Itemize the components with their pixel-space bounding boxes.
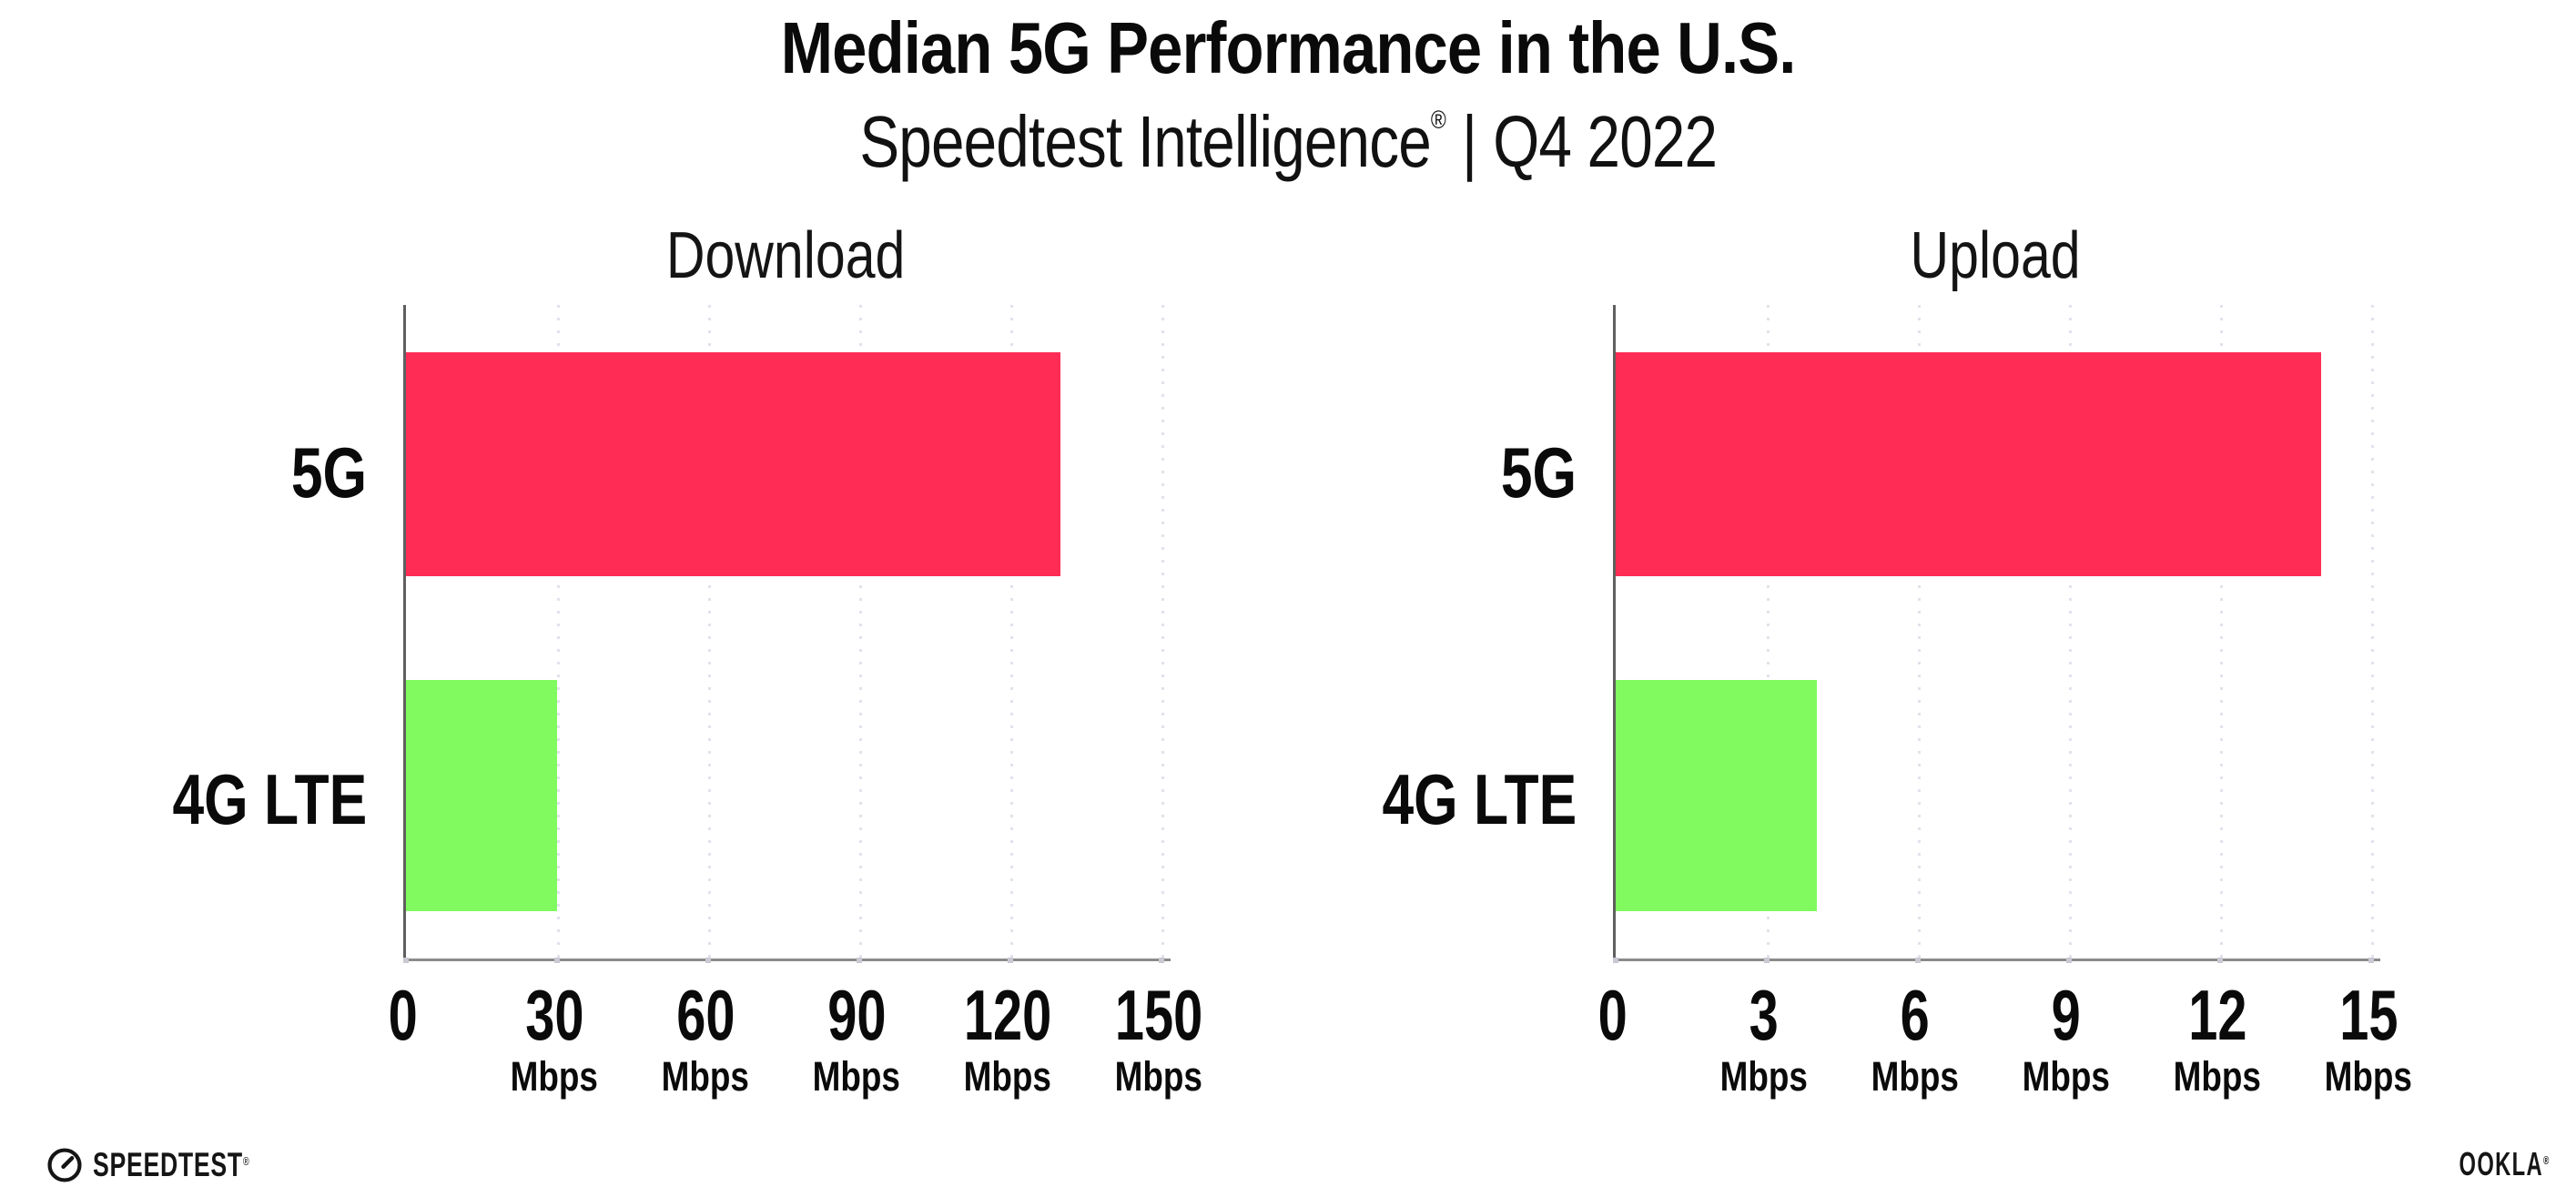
x-tick-label: 120	[963, 975, 1052, 1055]
x-tick-label: 3	[1749, 975, 1780, 1055]
axis-tick-dot	[705, 958, 711, 963]
gridline	[2220, 305, 2223, 959]
gridline	[1918, 305, 1921, 959]
ookla-wordmark: OOKLA®	[2459, 1145, 2551, 1182]
category-label-4g-lte-download: 4G LTE	[172, 759, 367, 839]
x-tick-label: 12	[2187, 975, 2247, 1055]
x-tick-unit-label: Mbps	[2173, 1053, 2262, 1100]
speedtest-registered-mark-icon: ®	[242, 1154, 249, 1168]
x-tick-label: 0	[1597, 975, 1628, 1055]
x-tick-unit-label: Mbps	[2324, 1053, 2413, 1100]
subtitle-period: Q4 2022	[1492, 101, 1718, 182]
x-tick-label: 90	[827, 975, 887, 1055]
page-title: Median 5G Performance in the U.S.	[0, 12, 2576, 85]
x-tick-label: 6	[1900, 975, 1931, 1055]
gridline	[708, 305, 711, 959]
x-tick-unit-label: Mbps	[1719, 1053, 1809, 1100]
speedtest-gauge-icon	[47, 1148, 82, 1182]
axis-tick-dot	[1008, 958, 1013, 963]
x-tick-label: 60	[675, 975, 735, 1055]
speedtest-logo: SPEEDTEST®	[46, 1140, 310, 1191]
gridline	[557, 305, 560, 959]
x-tick-label: 15	[2338, 975, 2399, 1055]
category-label-5g-download: 5G	[290, 432, 367, 512]
registered-mark-icon: ®	[1430, 106, 1446, 134]
gridline	[2069, 305, 2072, 959]
axis-tick-dot	[1159, 958, 1164, 963]
axis-tick-dot	[857, 958, 862, 963]
download-plot-area	[403, 305, 1171, 963]
upload-plot-area	[1613, 305, 2380, 963]
x-tick-unit-label: Mbps	[510, 1053, 599, 1100]
axis-tick-dot	[2368, 958, 2374, 963]
gridline	[859, 305, 862, 959]
x-tick-unit-label: Mbps	[1114, 1053, 1203, 1100]
axis-tick-dot	[1915, 958, 1921, 963]
gridline	[1010, 305, 1013, 959]
category-label-4g-lte-upload: 4G LTE	[1382, 759, 1577, 839]
ookla-logo: OOKLA®	[2412, 1145, 2551, 1183]
page-title-text: Median 5G Performance in the U.S.	[780, 7, 1797, 88]
axis-tick-dot	[403, 958, 409, 963]
subtitle-brand: Speedtest Intelligence	[859, 101, 1431, 182]
x-tick-unit-label: Mbps	[812, 1053, 901, 1100]
x-tick-unit-label: Mbps	[1871, 1053, 1960, 1100]
axis-tick-dot	[1764, 958, 1770, 963]
axis-tick-dot	[2217, 958, 2223, 963]
x-tick-label: 30	[524, 975, 584, 1055]
category-label-5g-upload: 5G	[1500, 432, 1577, 512]
subtitle-content: Speedtest Intelligence® | Q4 2022	[859, 106, 1718, 178]
bar-5g-download	[406, 352, 1061, 576]
x-tick-unit-label: Mbps	[2022, 1053, 2111, 1100]
page-subtitle: Speedtest Intelligence® | Q4 2022	[0, 106, 2576, 178]
bar-4g-lte-download	[406, 680, 557, 911]
upload-panel-title: Upload	[1910, 219, 2081, 292]
bar-5g-upload	[1616, 352, 2321, 576]
axis-tick-dot	[1613, 958, 1618, 963]
gridline	[1161, 305, 1164, 959]
axis-tick-dot	[554, 958, 560, 963]
bar-4g-lte-upload	[1616, 680, 1818, 911]
speedtest-wordmark: SPEEDTEST®	[93, 1146, 249, 1183]
gridline	[1767, 305, 1770, 959]
x-tick-label: 0	[388, 975, 419, 1055]
ookla-registered-mark-icon: ®	[2543, 1153, 2551, 1167]
gridline	[2371, 305, 2374, 959]
download-panel-title: Download	[665, 219, 906, 292]
x-tick-label: 150	[1114, 975, 1203, 1055]
x-tick-unit-label: Mbps	[963, 1053, 1052, 1100]
x-tick-unit-label: Mbps	[661, 1053, 750, 1100]
x-tick-label: 9	[2051, 975, 2082, 1055]
subtitle-separator: |	[1461, 101, 1477, 182]
axis-tick-dot	[2066, 958, 2072, 963]
